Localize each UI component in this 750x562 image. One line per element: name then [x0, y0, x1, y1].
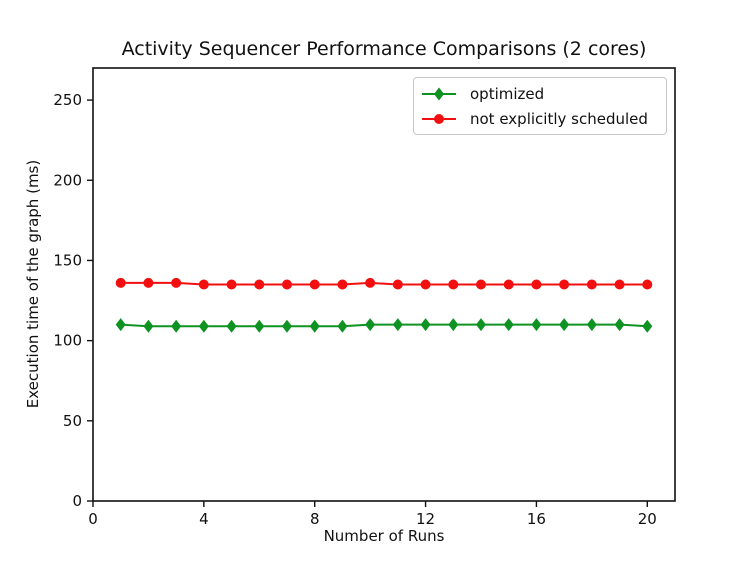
data-point — [586, 318, 597, 332]
data-point — [309, 279, 320, 290]
data-point — [254, 279, 265, 290]
legend-swatch-canvas — [422, 87, 456, 100]
data-point — [198, 279, 209, 290]
series-0 — [115, 318, 653, 333]
data-point — [503, 279, 514, 290]
data-point — [392, 318, 403, 332]
data-point — [392, 279, 403, 290]
legend-item-optimized: optimized — [422, 81, 658, 106]
data-point — [337, 279, 348, 290]
x-tick-label: 20 — [638, 510, 657, 528]
y-tick-label: 250 — [53, 91, 82, 109]
plot-border — [92, 67, 676, 502]
data-point — [420, 279, 431, 290]
data-point — [531, 279, 542, 290]
y-axis-label: Execution time of the graph (ms) — [24, 159, 42, 409]
y-tick-label: 200 — [53, 171, 82, 189]
data-point — [420, 318, 431, 332]
data-point — [226, 279, 237, 290]
data-point — [476, 279, 486, 290]
legend-swatch-canvas — [422, 113, 456, 124]
data-point — [365, 318, 376, 332]
y-tick-label: 150 — [53, 251, 82, 269]
data-point — [559, 279, 570, 290]
data-point — [531, 318, 542, 332]
legend-diamond-marker-icon — [422, 86, 456, 102]
legend-circle-icon — [434, 113, 444, 124]
x-tick-label: 12 — [416, 510, 435, 528]
data-point — [282, 319, 292, 333]
x-tick-label: 8 — [310, 510, 320, 528]
x-axis-label: Number of Runs — [323, 527, 445, 545]
x-tick-label: 16 — [527, 510, 546, 528]
legend-circle-marker-icon — [422, 111, 456, 127]
legend: optimized not explicitly scheduled — [413, 77, 667, 135]
data-point — [254, 319, 265, 333]
legend-label-not-explicitly-scheduled: not explicitly scheduled — [470, 109, 648, 128]
y-tick-label: 50 — [63, 412, 82, 430]
data-point — [143, 319, 154, 333]
data-point — [476, 318, 486, 332]
data-point — [115, 277, 126, 288]
x-tick-label: 4 — [199, 510, 209, 528]
data-point — [586, 279, 597, 290]
data-point — [614, 318, 625, 332]
y-tick-label: 0 — [72, 492, 82, 510]
data-point — [309, 319, 320, 333]
legend-label-optimized: optimized — [470, 84, 545, 103]
data-point — [337, 319, 348, 333]
data-point — [559, 318, 570, 332]
data-point — [171, 319, 182, 333]
y-tick-label: 100 — [53, 332, 82, 350]
series-1 — [115, 277, 653, 290]
data-point — [614, 279, 625, 290]
data-point — [198, 319, 209, 333]
data-point — [282, 279, 292, 290]
chart-title: Activity Sequencer Performance Compariso… — [121, 38, 647, 60]
data-point — [226, 319, 237, 333]
data-point — [642, 319, 653, 333]
data-point — [365, 277, 376, 288]
x-tick-label: 0 — [88, 510, 98, 528]
data-point — [448, 279, 459, 290]
data-point — [171, 277, 182, 288]
data-point — [143, 277, 154, 288]
data-point — [448, 318, 459, 332]
data-point — [642, 279, 653, 290]
legend-diamond-icon — [434, 87, 444, 100]
data-point — [503, 318, 514, 332]
legend-item-not-explicitly-scheduled: not explicitly scheduled — [422, 106, 658, 131]
data-point — [115, 318, 126, 332]
